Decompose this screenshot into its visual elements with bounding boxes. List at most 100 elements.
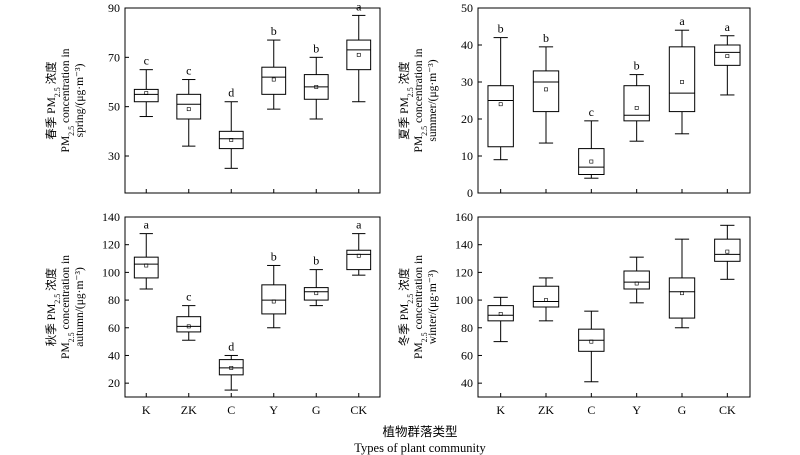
mean-marker xyxy=(589,339,594,344)
y-tick-label: 140 xyxy=(102,210,120,224)
box-C: d xyxy=(218,86,244,169)
iqr-box xyxy=(668,46,696,113)
y-tick-label: 90 xyxy=(108,1,120,15)
mean-marker xyxy=(589,159,594,164)
box-CK xyxy=(714,224,741,280)
mean-marker xyxy=(314,291,319,296)
x-tick-label: K xyxy=(142,403,151,417)
mean-marker xyxy=(356,253,361,258)
significance-letter: a xyxy=(144,218,150,232)
plot-frame xyxy=(124,7,381,194)
iqr-box xyxy=(487,305,514,322)
y-tick-label: 80 xyxy=(461,321,473,335)
mean-marker xyxy=(229,138,234,142)
box-Y: b xyxy=(623,59,650,142)
x-axis-title-en: Types of plant community xyxy=(354,441,486,455)
iqr-box xyxy=(218,130,244,150)
y-tick-label: 30 xyxy=(108,149,120,163)
significance-letter: b xyxy=(313,254,319,268)
mean-marker xyxy=(680,291,684,296)
significance-letter: c xyxy=(186,64,191,78)
box-C xyxy=(578,310,605,383)
iqr-box xyxy=(578,148,605,176)
x-tick-label: ZK xyxy=(181,403,197,417)
iqr-box xyxy=(714,44,741,66)
box-G: a xyxy=(668,14,696,135)
significance-letter: c xyxy=(186,290,191,304)
y-tick-label: 40 xyxy=(108,348,120,362)
y-tick-label: 50 xyxy=(461,1,473,15)
y-axis-label-cn: 春季 PM2.5 浓度 xyxy=(44,61,62,140)
mean-marker xyxy=(498,312,503,316)
box-ZK: b xyxy=(532,31,560,144)
y-axis-label-en-1: PM2.5 concentration in xyxy=(413,255,429,359)
significance-letter: b xyxy=(271,24,277,38)
mean-marker xyxy=(186,107,191,112)
iqr-box xyxy=(623,270,650,290)
y-tick-label: 140 xyxy=(455,238,473,252)
x-axis-title-cn: 植物群落类型 xyxy=(382,424,457,439)
mean-marker xyxy=(314,85,319,89)
box-ZK xyxy=(532,277,560,322)
y-tick-label: 30 xyxy=(461,75,473,89)
y-tick-label: 10 xyxy=(461,149,473,163)
box-Y: b xyxy=(261,249,287,329)
x-tick-label: G xyxy=(312,403,321,417)
plot-frame xyxy=(477,216,751,398)
y-tick-label: 70 xyxy=(108,50,120,64)
box-K: c xyxy=(133,54,159,118)
y-axis-label-en-2: autumn/(μg·m⁻³) xyxy=(74,267,86,347)
box-CK: a xyxy=(346,218,372,276)
y-axis-label-en-2: summer/(μg·m⁻³) xyxy=(427,59,439,141)
iqr-box xyxy=(346,249,372,271)
box-G: b xyxy=(303,254,329,307)
iqr-box xyxy=(176,316,202,333)
y-axis-label-en-1: PM2.5 concentration in xyxy=(60,255,76,359)
box-ZK: c xyxy=(176,290,202,341)
x-tick-label: C xyxy=(587,403,595,417)
iqr-box xyxy=(133,88,159,103)
box-K: b xyxy=(487,22,514,161)
x-tick-label: Y xyxy=(269,403,278,417)
box-CK: a xyxy=(346,0,372,103)
mean-marker xyxy=(544,87,548,92)
y-tick-label: 100 xyxy=(102,265,120,279)
significance-letter: a xyxy=(356,0,362,13)
significance-letter: d xyxy=(228,86,234,100)
y-tick-label: 60 xyxy=(461,348,473,362)
box-K xyxy=(487,296,514,343)
mean-marker xyxy=(634,281,639,286)
significance-letter: b xyxy=(543,31,549,45)
y-tick-label: 120 xyxy=(455,265,473,279)
mean-marker xyxy=(144,263,149,268)
y-tick-label: 60 xyxy=(108,321,120,335)
mean-marker xyxy=(498,102,503,107)
significance-letter: b xyxy=(313,41,319,55)
y-axis-label-cn: 夏季 PM2.5 浓度 xyxy=(397,61,415,140)
y-axis-label-cn: 冬季 PM2.5 浓度 xyxy=(397,267,415,346)
significance-letter: a xyxy=(356,218,362,232)
x-tick-label: K xyxy=(496,403,505,417)
significance-letter: b xyxy=(498,22,504,36)
y-tick-label: 50 xyxy=(108,100,120,114)
iqr-box xyxy=(668,277,696,319)
iqr-box xyxy=(218,359,244,376)
chart-panel-3: 20 40 60 80 100 120 140 K ZK C Y G CK a c d b b a 秋季 PM2.5 … xyxy=(44,210,381,417)
box-C: d xyxy=(218,339,244,391)
box-ZK: c xyxy=(176,64,202,147)
box-CK: a xyxy=(714,20,741,96)
mean-marker xyxy=(271,77,276,82)
mean-marker xyxy=(356,52,361,57)
mean-marker xyxy=(634,106,639,110)
y-tick-label: 40 xyxy=(461,376,473,390)
y-tick-label: 160 xyxy=(455,210,473,224)
mean-marker xyxy=(186,324,191,329)
y-axis-label-cn: 秋季 PM2.5 浓度 xyxy=(44,267,62,346)
significance-letter: b xyxy=(271,249,277,263)
y-tick-label: 100 xyxy=(455,293,473,307)
